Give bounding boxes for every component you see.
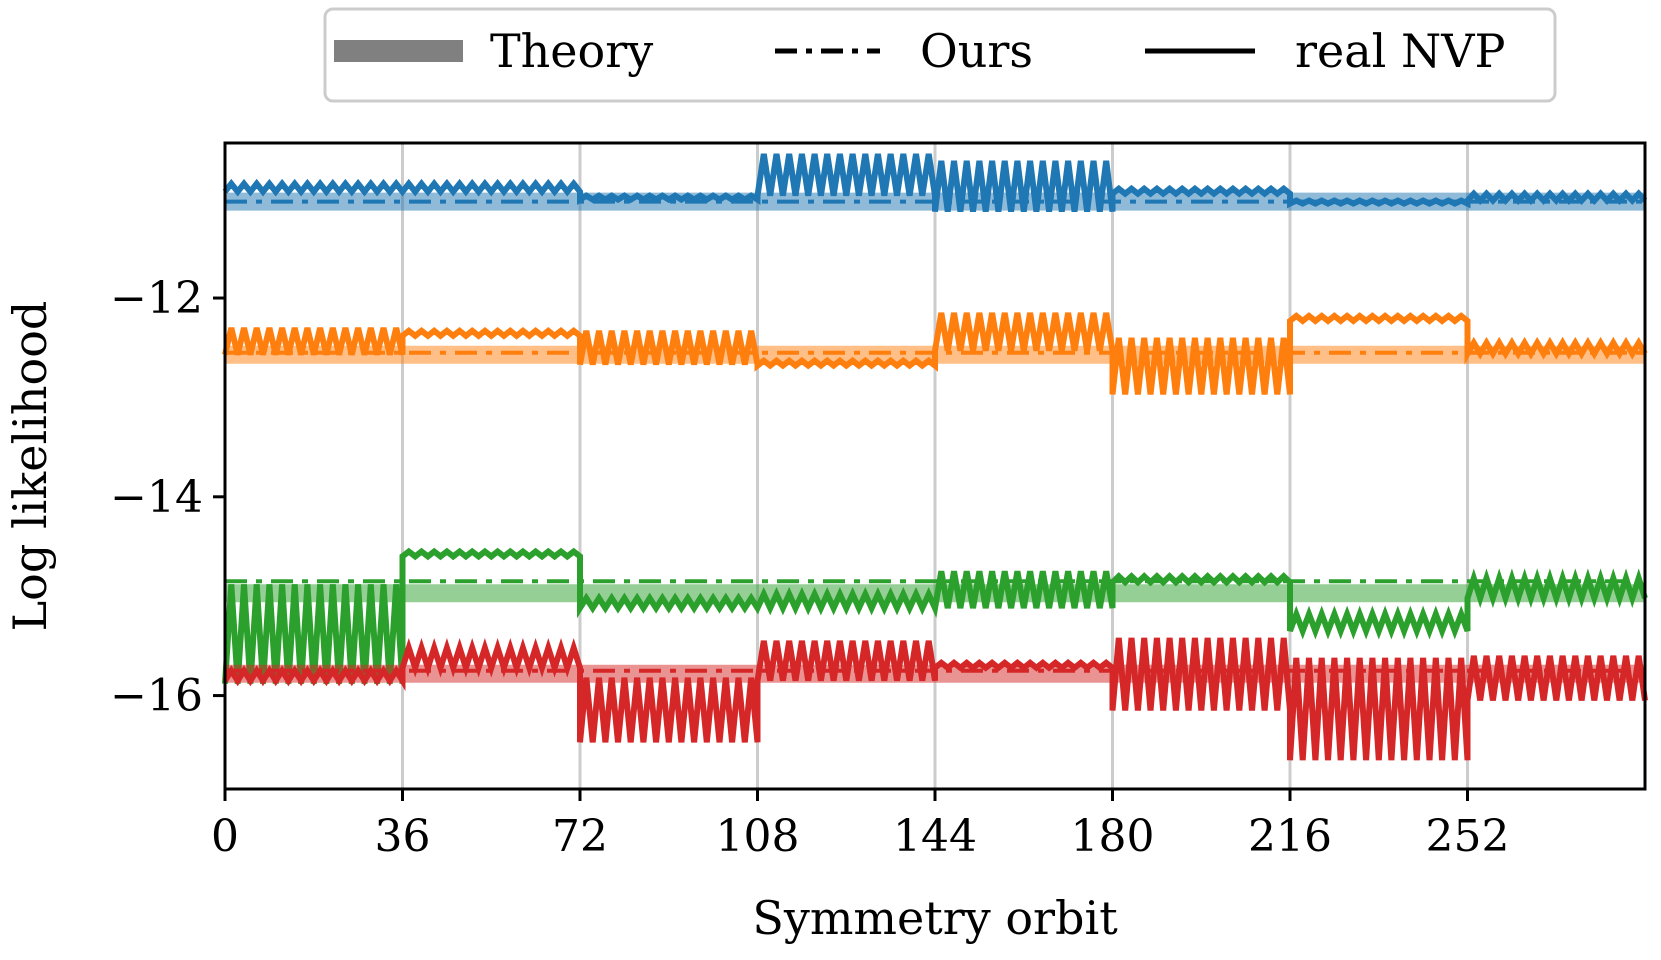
legend-frame (323, 7, 1557, 103)
real-nvp-line-red (222, 637, 1648, 761)
series-red (222, 637, 1648, 761)
y-tick-label-0: −12 (110, 273, 203, 324)
real-nvp-line-green (222, 547, 1648, 684)
legend-ours-label: Ours (920, 24, 1033, 78)
x-tick-label-72: 72 (552, 811, 608, 862)
series-green (222, 547, 1648, 684)
x-tick-label-252: 252 (1426, 811, 1510, 862)
real-nvp-line-orange (222, 312, 1648, 395)
x-tick-label-108: 108 (716, 811, 800, 862)
x-axis-label: Symmetry orbit (752, 891, 1118, 945)
y-axis: −12 −14 −16 (110, 273, 225, 722)
x-tick-label-36: 36 (375, 811, 431, 862)
series-orange (222, 312, 1648, 395)
y-tick-label-1: −14 (110, 472, 203, 523)
legend: Theory Ours real NVP (323, 7, 1557, 103)
series-blue (222, 153, 1648, 212)
x-tick-label-0: 0 (211, 811, 239, 862)
series-layer (222, 153, 1648, 761)
x-tick-label-216: 216 (1248, 811, 1332, 862)
x-tick-label-180: 180 (1071, 811, 1155, 862)
y-axis-label: Log likelihood (3, 301, 57, 632)
x-tick-label-144: 144 (893, 811, 977, 862)
legend-realnvp-label: real NVP (1295, 24, 1505, 78)
x-axis: 0 36 72 108 144 180 216 252 (211, 789, 1509, 862)
legend-theory-label: Theory (490, 24, 653, 78)
y-tick-label-2: −16 (110, 671, 203, 722)
